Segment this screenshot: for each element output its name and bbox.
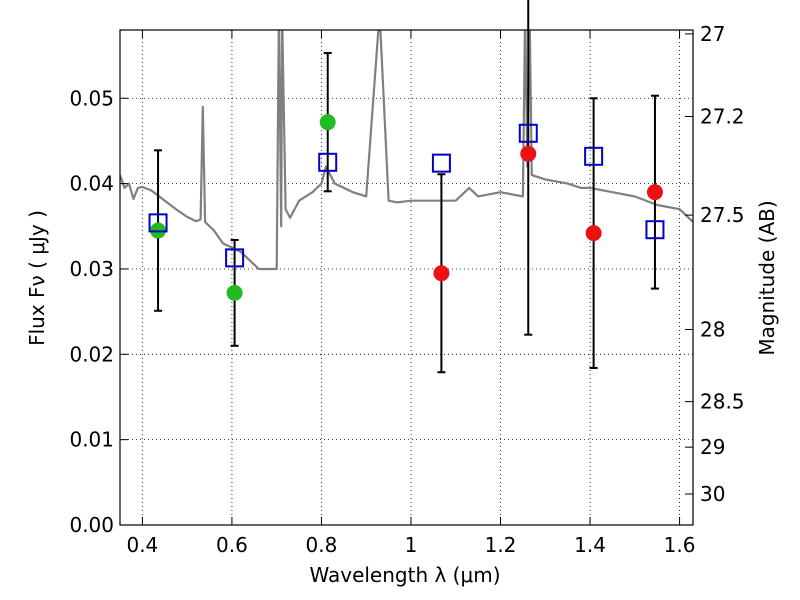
model-point-box: [645, 220, 665, 240]
red-data-point: [520, 145, 537, 162]
x-tick-label: 0.4: [126, 533, 158, 557]
y2-axis-label: Magnitude (AB): [755, 200, 779, 355]
mag-tick-label: 27.2: [700, 104, 745, 128]
y-tick-label: 0.04: [69, 172, 114, 196]
y-tick-label: 0.01: [69, 428, 114, 452]
green-data-point: [319, 114, 336, 131]
y-tick-label: 0.00: [69, 513, 114, 537]
y-axis-label: Flux Fν ( μJy ): [25, 210, 49, 346]
x-tick-label: 1.2: [485, 533, 517, 557]
x-tick-label: 1.6: [664, 533, 696, 557]
green-data-point: [226, 284, 243, 301]
model-point-box: [225, 248, 245, 268]
x-tick-label: 1: [405, 533, 418, 557]
model-point-box: [431, 153, 451, 173]
model-point-box: [148, 213, 168, 233]
y-tick-label: 0.03: [69, 257, 114, 281]
model-point-box: [318, 152, 338, 172]
plot-frame: [119, 29, 694, 526]
x-tick-label: 1.4: [574, 533, 606, 557]
red-data-point: [433, 265, 450, 282]
mag-tick-label: 27: [700, 22, 725, 46]
mag-tick-label: 30: [700, 482, 725, 506]
y-tick-label: 0.02: [69, 342, 114, 366]
x-tick-label: 0.6: [216, 533, 248, 557]
axes: 0.4 0.6 0.8 1 1.2 1.4 1.6 0.00 0.01 0.02 0.03 0.04 0…: [69, 22, 744, 557]
mag-tick-label: 27.5: [700, 203, 745, 227]
mag-tick-label: 28.5: [700, 390, 745, 414]
model-point-box: [518, 123, 538, 143]
red-data-point: [646, 184, 663, 201]
red-data-point: [585, 225, 602, 242]
y-tick-label: 0.05: [69, 86, 114, 110]
x-axis-label: Wavelength λ (μm): [309, 563, 500, 587]
model-point-box: [584, 146, 604, 166]
mag-tick-label: 28: [700, 317, 725, 341]
data-marks: [148, 0, 665, 374]
mag-tick-label: 29: [700, 435, 725, 459]
model-spectrum: [120, 30, 693, 271]
spectrum-line: [120, 30, 693, 271]
grid: [120, 30, 693, 525]
x-tick-label: 0.8: [306, 533, 338, 557]
